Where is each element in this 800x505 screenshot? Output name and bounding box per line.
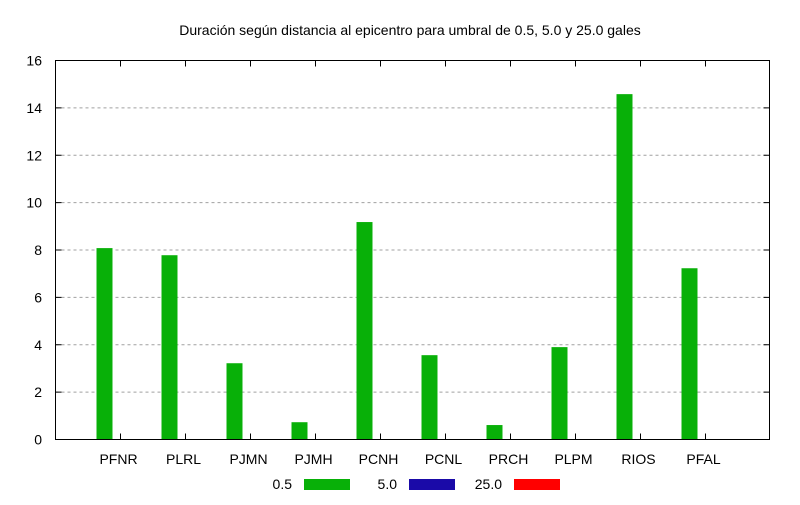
- x-tick-label: PJMN: [229, 451, 267, 467]
- bar-0.5-PLRL: [161, 255, 178, 440]
- legend-swatch: [409, 479, 455, 490]
- bar-0.5-PLPM: [551, 347, 568, 440]
- bar-0.5-PFNR: [96, 248, 113, 440]
- bar-0.5-PFAL: [681, 268, 698, 440]
- y-tick-label: 8: [34, 242, 42, 258]
- x-tick-label: RIOS: [621, 451, 655, 467]
- legend-swatch: [304, 479, 350, 490]
- y-tick-label: 10: [26, 195, 42, 211]
- y-tick-label: 16: [26, 53, 42, 69]
- legend: 0.5 5.0 25.0: [273, 476, 560, 492]
- y-tick-label: 2: [34, 384, 42, 400]
- x-tick-label: PLPM: [554, 451, 592, 467]
- y-tick-label: 0: [34, 432, 42, 448]
- x-tick-label: PCNH: [359, 451, 399, 467]
- x-tick-label: PRCH: [489, 451, 529, 467]
- bars: [96, 94, 698, 440]
- x-tick-label: PFNR: [99, 451, 137, 467]
- y-axis: 0 2 4 6 8 10 12 14 16: [26, 53, 770, 448]
- bar-0.5-PRCH: [486, 425, 503, 440]
- bar-0.5-PCNH: [356, 222, 373, 440]
- legend-swatch: [514, 479, 560, 490]
- y-tick-label: 6: [34, 289, 42, 305]
- y-tick-label: 14: [26, 100, 42, 116]
- legend-label: 25.0: [475, 476, 502, 492]
- bar-0.5-PJMH: [291, 422, 308, 440]
- x-tick-label: PCNL: [425, 451, 463, 467]
- legend-label: 5.0: [378, 476, 398, 492]
- x-axis: PFNR PLRL PJMN PJMH PCNH PCNL PRCH PLPM RIOS PFAL: [99, 60, 721, 467]
- bar-0.5-PJMN: [226, 363, 243, 440]
- x-tick-label: PLRL: [166, 451, 201, 467]
- x-tick-label: PFAL: [686, 451, 720, 467]
- y-tick-label: 4: [34, 337, 42, 353]
- bar-0.5-PCNL: [421, 355, 438, 440]
- bar-0.5-RIOS: [616, 94, 633, 440]
- chart-title: Duración según distancia al epicentro pa…: [179, 22, 641, 38]
- grid-lines: [55, 107, 770, 393]
- y-tick-label: 12: [26, 147, 42, 163]
- x-tick-label: PJMH: [294, 451, 332, 467]
- legend-label: 0.5: [273, 476, 293, 492]
